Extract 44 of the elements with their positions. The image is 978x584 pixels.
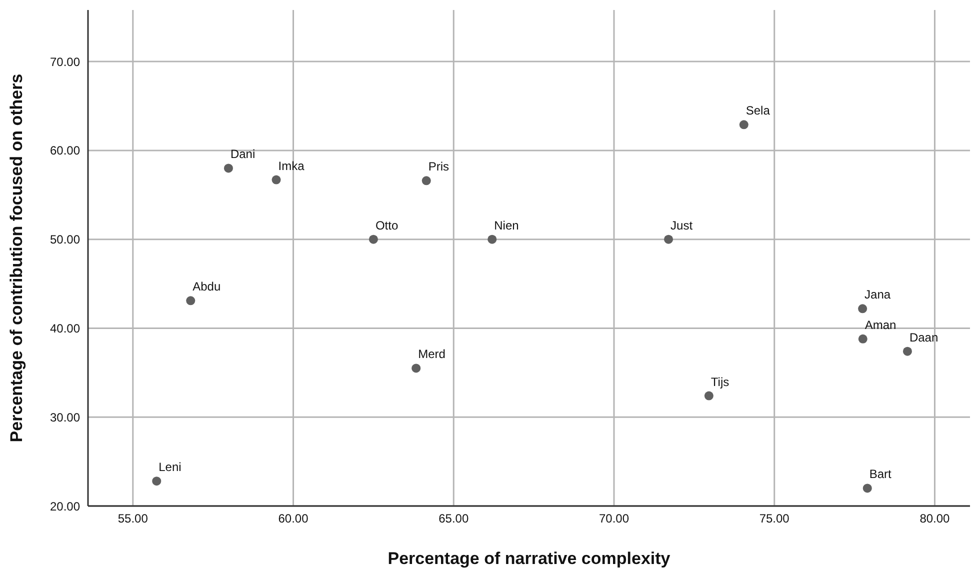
y-tick-label: 20.00 bbox=[50, 499, 80, 514]
x-tick-label: 60.00 bbox=[278, 512, 309, 526]
x-tick-label: 65.00 bbox=[438, 512, 469, 526]
annotation: Sela bbox=[746, 104, 770, 118]
y-tick-label: 30.00 bbox=[50, 410, 80, 424]
y-tick-label: 70.00 bbox=[50, 54, 80, 69]
point bbox=[858, 334, 868, 344]
point bbox=[664, 234, 674, 244]
annotation: Leni bbox=[158, 460, 182, 474]
x-tick-label: 70.00 bbox=[598, 512, 630, 526]
y-tick-label: 60.00 bbox=[50, 144, 80, 158]
y-tick-label: 40.00 bbox=[50, 321, 80, 336]
x-tick-label: 80.00 bbox=[920, 512, 950, 526]
point bbox=[272, 175, 281, 184]
annotation: Merd bbox=[418, 347, 446, 362]
y-tick-label: 50.00 bbox=[50, 232, 80, 247]
point bbox=[862, 484, 872, 493]
point bbox=[152, 476, 162, 486]
point bbox=[739, 120, 748, 130]
annotation: Nien bbox=[494, 218, 519, 232]
annotation: Aman bbox=[864, 318, 896, 332]
annotation: Otto bbox=[375, 218, 398, 232]
annotation: Dani bbox=[230, 147, 256, 162]
point bbox=[858, 304, 868, 314]
annotation: Tijs bbox=[710, 374, 730, 389]
point bbox=[704, 391, 714, 400]
annotation: Imka bbox=[278, 158, 305, 173]
point bbox=[488, 234, 497, 244]
x-tick-label: 75.00 bbox=[759, 512, 790, 526]
point bbox=[902, 346, 912, 356]
y-axis-title: Percentage of contribution focused on others bbox=[7, 74, 26, 442]
point bbox=[422, 176, 431, 186]
annotation: Jana bbox=[864, 288, 891, 302]
annotation: Bart bbox=[869, 467, 892, 482]
point bbox=[224, 164, 233, 173]
annotation: Daan bbox=[909, 330, 938, 344]
annotation: Abdu bbox=[192, 280, 221, 294]
annotation: Pris bbox=[428, 160, 450, 174]
x-tick-label: 55.00 bbox=[118, 512, 148, 526]
point bbox=[186, 296, 196, 306]
point bbox=[368, 234, 378, 244]
point bbox=[412, 364, 421, 373]
x-axis-title: Percentage of narrative complexity bbox=[388, 549, 671, 568]
annotation: Just bbox=[670, 218, 694, 232]
